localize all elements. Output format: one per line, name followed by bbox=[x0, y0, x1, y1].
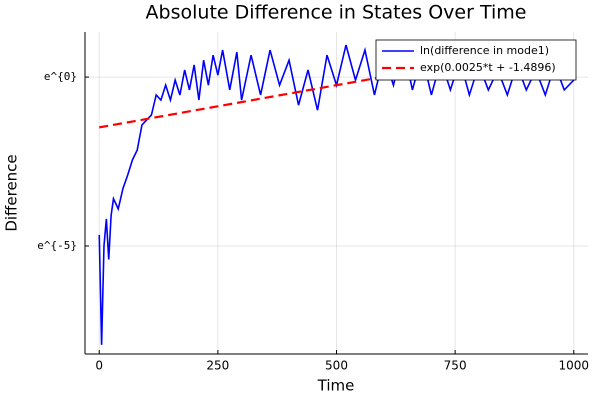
y-tick-label: e^{0} bbox=[44, 70, 77, 83]
chart-title: Absolute Difference in States Over Time bbox=[146, 2, 527, 24]
x-tick-label: 0 bbox=[95, 359, 103, 373]
x-tick-label: 500 bbox=[325, 359, 348, 373]
legend-label: ln(difference in mode1) bbox=[420, 44, 549, 57]
x-tick-label: 1000 bbox=[558, 359, 589, 373]
data-line bbox=[98, 44, 575, 345]
x-tick-label: 250 bbox=[206, 359, 229, 373]
y-tick-label: e^{-5} bbox=[37, 239, 77, 252]
data-line bbox=[99, 41, 574, 129]
legend-box bbox=[375, 39, 577, 81]
legend-label: exp(0.0025*t + -1.4896) bbox=[420, 61, 556, 74]
x-tick-label: 750 bbox=[444, 359, 467, 373]
legend: ln(difference in mode1) exp(0.0025*t + -1… bbox=[375, 39, 577, 81]
y-axis-label: Difference bbox=[3, 154, 21, 231]
x-axis-label: Time bbox=[317, 377, 355, 395]
